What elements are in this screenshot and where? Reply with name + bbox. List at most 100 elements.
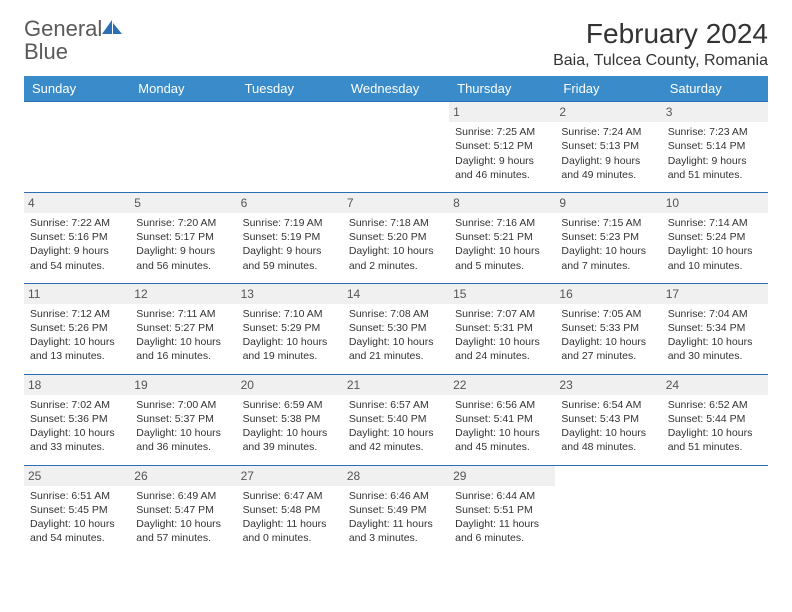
logo-blue: Blue	[24, 39, 68, 64]
week-row: 18Sunrise: 7:02 AMSunset: 5:36 PMDayligh…	[24, 374, 768, 465]
day-number: 20	[237, 375, 343, 395]
sunset-text: Sunset: 5:34 PM	[668, 321, 762, 335]
day-cell: 14Sunrise: 7:08 AMSunset: 5:30 PMDayligh…	[343, 283, 449, 374]
sunrise-text: Sunrise: 7:23 AM	[668, 125, 762, 139]
sunrise-text: Sunrise: 6:46 AM	[349, 489, 443, 503]
daylight-text: Daylight: 9 hours and 54 minutes.	[30, 244, 124, 272]
day-number: 4	[24, 193, 130, 213]
daylight-text: Daylight: 11 hours and 3 minutes.	[349, 517, 443, 545]
location: Baia, Tulcea County, Romania	[553, 52, 768, 70]
day-cell: 29Sunrise: 6:44 AMSunset: 5:51 PMDayligh…	[449, 465, 555, 555]
empty-cell: .	[130, 102, 236, 193]
sunset-text: Sunset: 5:20 PM	[349, 230, 443, 244]
col-sunday: Sunday	[24, 76, 130, 102]
daylight-text: Daylight: 9 hours and 56 minutes.	[136, 244, 230, 272]
daylight-text: Daylight: 10 hours and 27 minutes.	[561, 335, 655, 363]
sunset-text: Sunset: 5:43 PM	[561, 412, 655, 426]
day-cell: 28Sunrise: 6:46 AMSunset: 5:49 PMDayligh…	[343, 465, 449, 555]
logo-sail-icon	[102, 20, 124, 36]
sunrise-text: Sunrise: 7:04 AM	[668, 307, 762, 321]
col-tuesday: Tuesday	[237, 76, 343, 102]
day-number: 24	[662, 375, 768, 395]
day-cell: 21Sunrise: 6:57 AMSunset: 5:40 PMDayligh…	[343, 374, 449, 465]
sunrise-text: Sunrise: 7:14 AM	[668, 216, 762, 230]
daylight-text: Daylight: 10 hours and 19 minutes.	[243, 335, 337, 363]
sunset-text: Sunset: 5:48 PM	[243, 503, 337, 517]
day-number: 17	[662, 284, 768, 304]
daylight-text: Daylight: 10 hours and 5 minutes.	[455, 244, 549, 272]
day-cell: 10Sunrise: 7:14 AMSunset: 5:24 PMDayligh…	[662, 192, 768, 283]
sunset-text: Sunset: 5:19 PM	[243, 230, 337, 244]
sunrise-text: Sunrise: 7:07 AM	[455, 307, 549, 321]
day-cell: 19Sunrise: 7:00 AMSunset: 5:37 PMDayligh…	[130, 374, 236, 465]
sunrise-text: Sunrise: 6:44 AM	[455, 489, 549, 503]
sunrise-text: Sunrise: 7:15 AM	[561, 216, 655, 230]
day-number: 13	[237, 284, 343, 304]
empty-cell: .	[24, 102, 130, 193]
col-friday: Friday	[555, 76, 661, 102]
daylight-text: Daylight: 9 hours and 51 minutes.	[668, 154, 762, 182]
sunrise-text: Sunrise: 6:52 AM	[668, 398, 762, 412]
empty-cell: .	[662, 465, 768, 555]
day-number: 1	[449, 102, 555, 122]
logo-text: General Blue	[24, 18, 124, 64]
sunrise-text: Sunrise: 7:11 AM	[136, 307, 230, 321]
sunset-text: Sunset: 5:41 PM	[455, 412, 549, 426]
daylight-text: Daylight: 9 hours and 59 minutes.	[243, 244, 337, 272]
page: General Blue February 2024 Baia, Tulcea …	[0, 0, 792, 573]
daylight-text: Daylight: 10 hours and 2 minutes.	[349, 244, 443, 272]
sunrise-text: Sunrise: 6:49 AM	[136, 489, 230, 503]
day-cell: 16Sunrise: 7:05 AMSunset: 5:33 PMDayligh…	[555, 283, 661, 374]
day-cell: 26Sunrise: 6:49 AMSunset: 5:47 PMDayligh…	[130, 465, 236, 555]
day-cell: 15Sunrise: 7:07 AMSunset: 5:31 PMDayligh…	[449, 283, 555, 374]
sunrise-text: Sunrise: 6:47 AM	[243, 489, 337, 503]
daylight-text: Daylight: 10 hours and 10 minutes.	[668, 244, 762, 272]
sunrise-text: Sunrise: 7:00 AM	[136, 398, 230, 412]
daylight-text: Daylight: 9 hours and 49 minutes.	[561, 154, 655, 182]
day-number: 9	[555, 193, 661, 213]
sunrise-text: Sunrise: 6:57 AM	[349, 398, 443, 412]
day-number: 8	[449, 193, 555, 213]
day-cell: 23Sunrise: 6:54 AMSunset: 5:43 PMDayligh…	[555, 374, 661, 465]
day-cell: 6Sunrise: 7:19 AMSunset: 5:19 PMDaylight…	[237, 192, 343, 283]
day-number: 29	[449, 466, 555, 486]
day-cell: 3Sunrise: 7:23 AMSunset: 5:14 PMDaylight…	[662, 102, 768, 193]
sunrise-text: Sunrise: 7:24 AM	[561, 125, 655, 139]
day-cell: 4Sunrise: 7:22 AMSunset: 5:16 PMDaylight…	[24, 192, 130, 283]
week-row: 25Sunrise: 6:51 AMSunset: 5:45 PMDayligh…	[24, 465, 768, 555]
title-block: February 2024 Baia, Tulcea County, Roman…	[553, 18, 768, 70]
sunset-text: Sunset: 5:13 PM	[561, 139, 655, 153]
sunset-text: Sunset: 5:29 PM	[243, 321, 337, 335]
daylight-text: Daylight: 11 hours and 6 minutes.	[455, 517, 549, 545]
day-cell: 27Sunrise: 6:47 AMSunset: 5:48 PMDayligh…	[237, 465, 343, 555]
day-number: 3	[662, 102, 768, 122]
sunrise-text: Sunrise: 7:05 AM	[561, 307, 655, 321]
day-number: 18	[24, 375, 130, 395]
day-number: 2	[555, 102, 661, 122]
sunset-text: Sunset: 5:30 PM	[349, 321, 443, 335]
daylight-text: Daylight: 10 hours and 30 minutes.	[668, 335, 762, 363]
daylight-text: Daylight: 11 hours and 0 minutes.	[243, 517, 337, 545]
sunset-text: Sunset: 5:37 PM	[136, 412, 230, 426]
day-cell: 1Sunrise: 7:25 AMSunset: 5:12 PMDaylight…	[449, 102, 555, 193]
sunset-text: Sunset: 5:26 PM	[30, 321, 124, 335]
day-cell: 22Sunrise: 6:56 AMSunset: 5:41 PMDayligh…	[449, 374, 555, 465]
sunrise-text: Sunrise: 7:19 AM	[243, 216, 337, 230]
col-thursday: Thursday	[449, 76, 555, 102]
sunrise-text: Sunrise: 7:18 AM	[349, 216, 443, 230]
day-cell: 7 Sunrise: 7:18 AMSunset: 5:20 PMDaylight…	[343, 192, 449, 283]
day-cell: 11Sunrise: 7:12 AMSunset: 5:26 PMDayligh…	[24, 283, 130, 374]
day-number: 16	[555, 284, 661, 304]
sunrise-text: Sunrise: 7:10 AM	[243, 307, 337, 321]
day-number: 7	[343, 193, 449, 213]
week-row: ....1Sunrise: 7:25 AMSunset: 5:12 PMDayl…	[24, 102, 768, 193]
sunset-text: Sunset: 5:36 PM	[30, 412, 124, 426]
sunset-text: Sunset: 5:12 PM	[455, 139, 549, 153]
col-monday: Monday	[130, 76, 236, 102]
daylight-text: Daylight: 10 hours and 36 minutes.	[136, 426, 230, 454]
day-number: 11	[24, 284, 130, 304]
empty-cell: .	[555, 465, 661, 555]
logo: General Blue	[24, 18, 124, 64]
day-number: 14	[343, 284, 449, 304]
calendar-head: SundayMondayTuesdayWednesdayThursdayFrid…	[24, 76, 768, 102]
